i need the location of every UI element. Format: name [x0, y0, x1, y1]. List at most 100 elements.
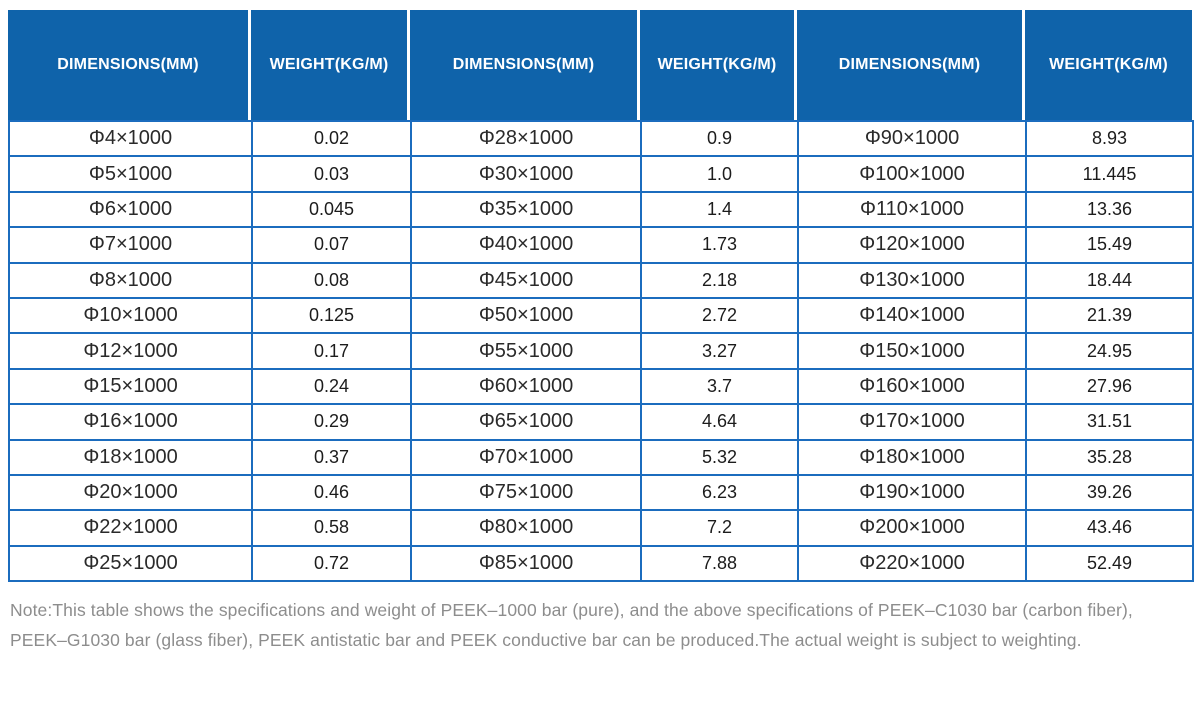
weight-cell: 0.9 [640, 119, 799, 158]
weight-cell: 1.73 [640, 226, 799, 264]
table-row: Φ4×1000 0.02 Φ28×1000 0.9 Φ90×1000 8.93 [8, 119, 1194, 158]
table-row: Φ15×1000 0.24 Φ60×1000 3.7 Φ160×1000 27.96 [8, 367, 1194, 406]
weight-cell: 35.28 [1025, 438, 1194, 476]
table-row: Φ22×1000 0.58 Φ80×1000 7.2 Φ200×1000 43.46 [8, 509, 1194, 547]
weight-cell: 3.27 [640, 332, 799, 370]
dimension-cell: Φ170×1000 [797, 403, 1027, 441]
weight-cell: 0.045 [251, 190, 412, 229]
dimension-cell: Φ6×1000 [8, 190, 253, 229]
dimension-cell: Φ8×1000 [8, 261, 253, 299]
weight-cell: 4.64 [640, 403, 799, 441]
weight-cell: 27.96 [1025, 367, 1194, 406]
table-row: Φ10×1000 0.125 Φ50×1000 2.72 Φ140×1000 21.39 [8, 296, 1194, 335]
weight-cell: 0.02 [251, 119, 412, 158]
dimension-cell: Φ90×1000 [797, 119, 1027, 158]
table-row: Φ7×1000 0.07 Φ40×1000 1.73 Φ120×1000 15.49 [8, 226, 1194, 264]
weight-cell: 24.95 [1025, 332, 1194, 370]
dimension-cell: Φ4×1000 [8, 119, 253, 158]
column-header-dimensions-1: DIMENSIONS(MM) [8, 10, 251, 120]
weight-cell: 8.93 [1025, 119, 1194, 158]
dimension-cell: Φ40×1000 [410, 226, 642, 264]
weight-cell: 0.37 [251, 438, 412, 476]
dimension-cell: Φ65×1000 [410, 403, 642, 441]
column-header-weight-3: WEIGHT(KG/M) [1025, 10, 1192, 120]
footnote: Note:This table shows the specifications… [10, 595, 1190, 655]
dimension-cell: Φ80×1000 [410, 509, 642, 547]
dimension-cell: Φ15×1000 [8, 367, 253, 406]
weight-cell: 0.125 [251, 296, 412, 335]
weight-cell: 52.49 [1025, 544, 1194, 583]
weight-cell: 0.46 [251, 473, 412, 512]
dimension-cell: Φ7×1000 [8, 226, 253, 264]
table-row: Φ20×1000 0.46 Φ75×1000 6.23 Φ190×1000 39.26 [8, 473, 1194, 512]
dimension-cell: Φ35×1000 [410, 190, 642, 229]
weight-cell: 7.2 [640, 509, 799, 547]
weight-cell: 0.58 [251, 509, 412, 547]
dimension-cell: Φ190×1000 [797, 473, 1027, 512]
weight-cell: 21.39 [1025, 296, 1194, 335]
weight-cell: 2.72 [640, 296, 799, 335]
table-row: Φ18×1000 0.37 Φ70×1000 5.32 Φ180×1000 35.28 [8, 438, 1194, 476]
table-row: Φ6×1000 0.045 Φ35×1000 1.4 Φ110×1000 13.36 [8, 190, 1194, 229]
dimension-cell: Φ55×1000 [410, 332, 642, 370]
weight-cell: 0.72 [251, 544, 412, 583]
column-header-dimensions-2: DIMENSIONS(MM) [410, 10, 640, 120]
column-header-weight-1: WEIGHT(KG/M) [251, 10, 410, 120]
dimension-cell: Φ10×1000 [8, 296, 253, 335]
weight-cell: 13.36 [1025, 190, 1194, 229]
dimension-cell: Φ16×1000 [8, 403, 253, 441]
dimension-cell: Φ130×1000 [797, 261, 1027, 299]
weight-cell: 15.49 [1025, 226, 1194, 264]
weight-cell: 0.17 [251, 332, 412, 370]
weight-cell: 0.24 [251, 367, 412, 406]
dimension-cell: Φ12×1000 [8, 332, 253, 370]
weight-cell: 1.0 [640, 155, 799, 193]
weight-cell: 6.23 [640, 473, 799, 512]
table-row: Φ16×1000 0.29 Φ65×1000 4.64 Φ170×1000 31.51 [8, 403, 1194, 441]
dimension-cell: Φ140×1000 [797, 296, 1027, 335]
dimension-cell: Φ160×1000 [797, 367, 1027, 406]
dimension-cell: Φ45×1000 [410, 261, 642, 299]
dimension-cell: Φ200×1000 [797, 509, 1027, 547]
weight-cell: 0.08 [251, 261, 412, 299]
dimension-cell: Φ220×1000 [797, 544, 1027, 583]
spec-table: Φ4×1000 0.02 Φ28×1000 0.9 Φ90×1000 8.93 Φ5×100… [8, 119, 1194, 583]
dimension-cell: Φ5×1000 [8, 155, 253, 193]
dimension-cell: Φ50×1000 [410, 296, 642, 335]
dimension-cell: Φ180×1000 [797, 438, 1027, 476]
table-row: Φ8×1000 0.08 Φ45×1000 2.18 Φ130×1000 18.44 [8, 261, 1194, 299]
dimension-cell: Φ18×1000 [8, 438, 253, 476]
weight-cell: 1.4 [640, 190, 799, 229]
weight-cell: 11.445 [1025, 155, 1194, 193]
dimension-cell: Φ150×1000 [797, 332, 1027, 370]
column-header-dimensions-3: DIMENSIONS(MM) [797, 10, 1025, 120]
weight-cell: 0.29 [251, 403, 412, 441]
dimension-cell: Φ28×1000 [410, 119, 642, 158]
weight-cell: 18.44 [1025, 261, 1194, 299]
weight-cell: 7.88 [640, 544, 799, 583]
weight-cell: 2.18 [640, 261, 799, 299]
dimension-cell: Φ60×1000 [410, 367, 642, 406]
weight-cell: 31.51 [1025, 403, 1194, 441]
weight-cell: 39.26 [1025, 473, 1194, 512]
weight-cell: 5.32 [640, 438, 799, 476]
dimension-cell: Φ22×1000 [8, 509, 253, 547]
dimension-cell: Φ85×1000 [410, 544, 642, 583]
dimension-cell: Φ20×1000 [8, 473, 253, 512]
table-header-row: DIMENSIONS(MM) WEIGHT(KG/M) DIMENSIONS(MM)… [8, 10, 1192, 120]
dimension-cell: Φ100×1000 [797, 155, 1027, 193]
dimension-cell: Φ70×1000 [410, 438, 642, 476]
column-header-weight-2: WEIGHT(KG/M) [640, 10, 797, 120]
dimension-cell: Φ110×1000 [797, 190, 1027, 229]
weight-cell: 3.7 [640, 367, 799, 406]
dimension-cell: Φ120×1000 [797, 226, 1027, 264]
weight-cell: 0.03 [251, 155, 412, 193]
table-row: Φ12×1000 0.17 Φ55×1000 3.27 Φ150×1000 24.95 [8, 332, 1194, 370]
footnote-line-1: Note:This table shows the specifications… [10, 600, 1133, 621]
footnote-line-2: PEEK–G1030 bar (glass fiber), PEEK antis… [10, 630, 1082, 651]
dimension-cell: Φ75×1000 [410, 473, 642, 512]
dimension-cell: Φ30×1000 [410, 155, 642, 193]
weight-cell: 0.07 [251, 226, 412, 264]
dimension-cell: Φ25×1000 [8, 544, 253, 583]
